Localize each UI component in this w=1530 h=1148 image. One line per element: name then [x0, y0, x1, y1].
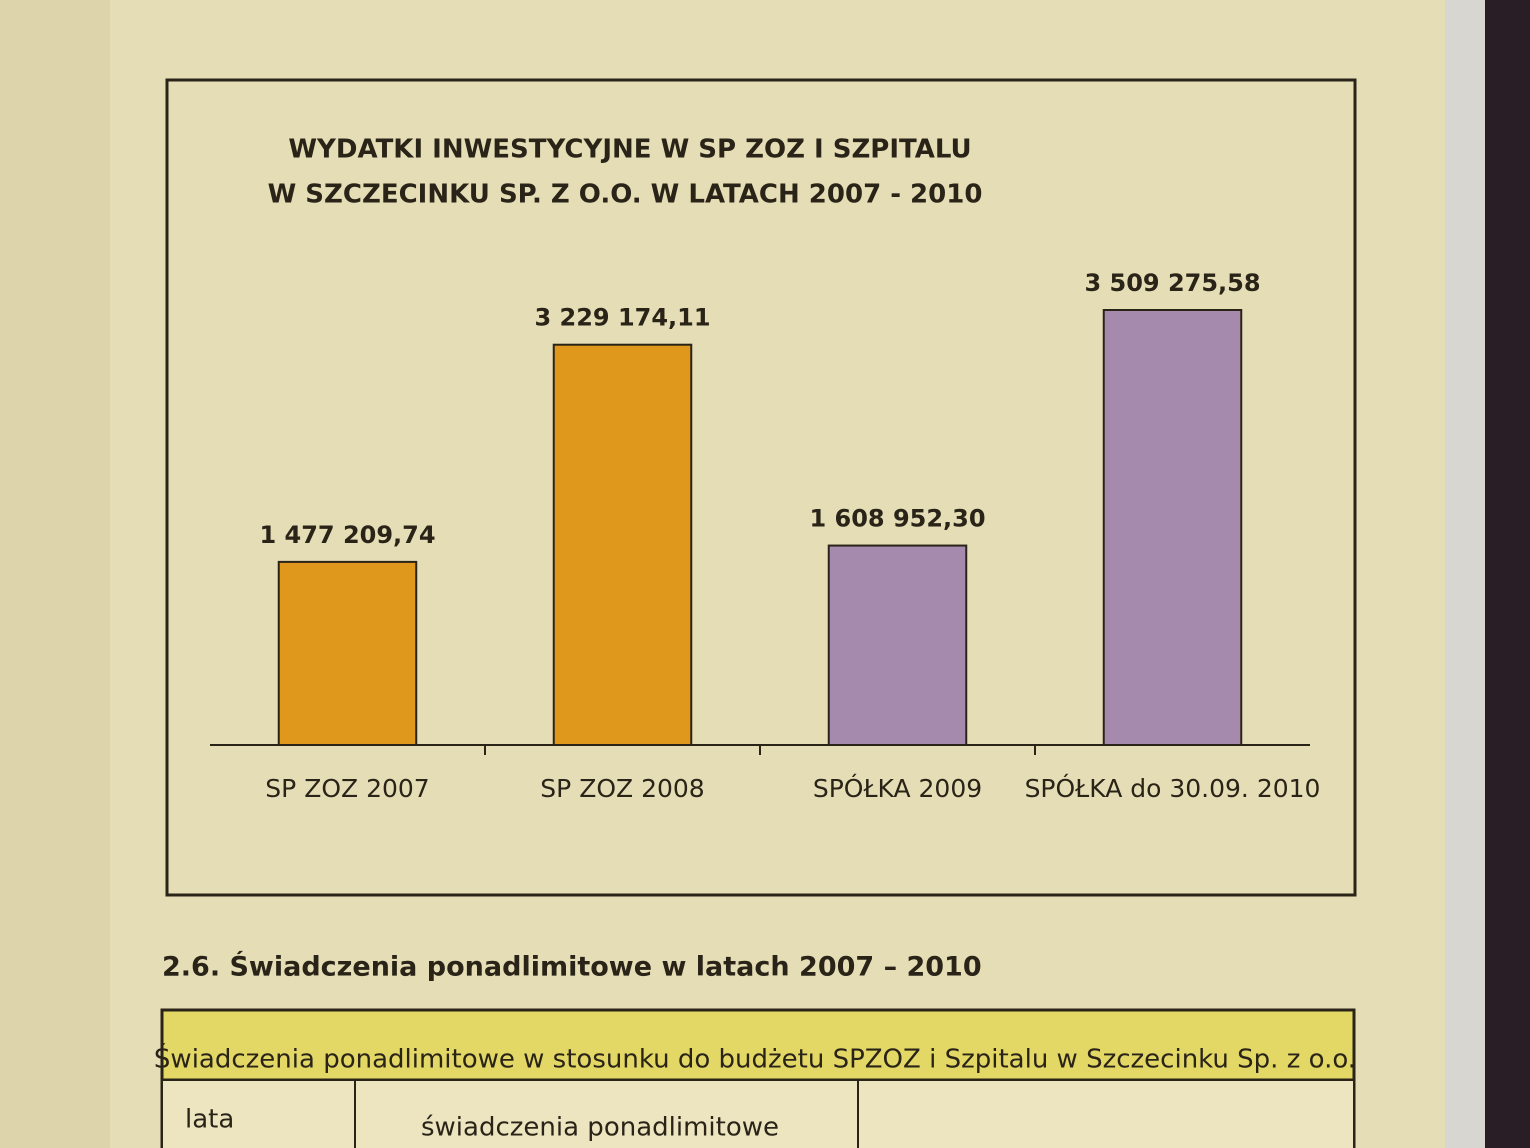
- value-label: 1 477 209,74: [259, 521, 435, 549]
- section-heading: 2.6. Świadczenia ponadlimitowe w latach …: [162, 951, 982, 983]
- table-body: [163, 1081, 1353, 1148]
- paper-fold: [0, 0, 110, 1148]
- chart-title: WYDATKI INWESTYCYJNE W SP ZOZ I SZPITALU: [288, 135, 971, 165]
- bar: [277, 560, 418, 747]
- value-label: 1 608 952,30: [809, 505, 985, 533]
- page-edge: [1445, 0, 1485, 1148]
- x-tick-label: SPÓŁKA 2009: [813, 773, 982, 803]
- bar: [552, 343, 693, 746]
- x-tick-label: SPÓŁKA do 30.09. 2010: [1025, 773, 1321, 803]
- value-label: 3 509 275,58: [1084, 269, 1260, 297]
- chart-title: W SZCZECINKU SP. Z O.O. W LATACH 2007 - …: [268, 180, 983, 210]
- x-tick-label: SP ZOZ 2007: [265, 774, 429, 803]
- bar: [827, 544, 968, 747]
- value-label: 3 229 174,11: [534, 304, 710, 332]
- bar: [1102, 309, 1243, 746]
- table-header: świadczenia ponadlimitowe: [421, 1113, 779, 1143]
- table-caption: Świadczenia ponadlimitowe w stosunku do …: [154, 1043, 1356, 1075]
- chart-frame: [165, 78, 1357, 897]
- x-tick-label: SP ZOZ 2008: [540, 774, 704, 803]
- table-header: lata: [185, 1105, 234, 1135]
